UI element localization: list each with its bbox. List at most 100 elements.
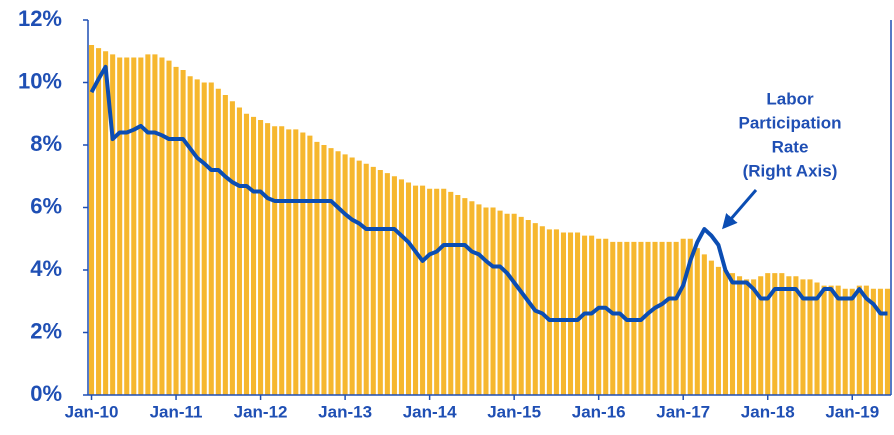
bar <box>117 57 123 395</box>
bar <box>420 185 426 395</box>
bar <box>680 238 686 395</box>
bar <box>673 241 679 395</box>
bar <box>497 210 503 395</box>
bar <box>842 288 848 395</box>
bar <box>328 148 334 395</box>
bar <box>744 279 750 395</box>
bar <box>272 126 278 395</box>
x-tick-label: Jan-15 <box>487 402 541 421</box>
bar <box>124 57 130 395</box>
bar <box>596 238 602 395</box>
bar <box>349 157 355 395</box>
bar <box>363 163 369 395</box>
bar <box>229 101 235 395</box>
bar <box>250 116 257 395</box>
bar <box>603 238 609 395</box>
bar <box>173 66 179 395</box>
bar <box>553 229 559 395</box>
annotation: Participation <box>739 113 842 132</box>
bar <box>694 248 700 395</box>
x-tick-label: Jan-18 <box>741 402 795 421</box>
annotation: Rate <box>772 137 809 156</box>
bar <box>786 276 792 395</box>
bar <box>187 76 193 395</box>
bar <box>166 60 172 395</box>
bar <box>814 282 820 395</box>
bar <box>441 188 447 395</box>
bar <box>807 279 813 395</box>
bar <box>490 207 496 395</box>
bar <box>398 179 404 395</box>
bar <box>356 160 362 395</box>
annotation: (Right Axis) <box>743 161 838 180</box>
bar <box>370 166 376 395</box>
bar <box>504 213 510 395</box>
x-tick-label: Jan-12 <box>234 402 288 421</box>
bar <box>293 129 299 395</box>
bar <box>145 54 151 395</box>
bar <box>208 82 214 395</box>
y-tick-label: 2% <box>30 318 62 343</box>
bar <box>772 273 778 395</box>
x-tick-label: Jan-11 <box>150 402 203 421</box>
x-tick-label: Jan-13 <box>318 402 372 421</box>
bar <box>384 173 390 395</box>
bar <box>258 120 264 395</box>
x-tick-label: Jan-16 <box>572 402 626 421</box>
bar <box>131 57 137 395</box>
bar <box>265 123 271 395</box>
bar <box>222 95 228 395</box>
bar <box>96 48 102 395</box>
bar <box>159 57 165 395</box>
bar <box>687 238 693 395</box>
bar <box>800 279 806 395</box>
bar <box>180 70 186 395</box>
bar <box>863 285 869 395</box>
bar <box>708 260 714 395</box>
bar <box>462 198 468 395</box>
bar <box>729 273 736 395</box>
bar <box>286 129 292 395</box>
y-tick-label: 0% <box>30 381 62 406</box>
bar <box>793 276 799 395</box>
bar <box>342 154 348 395</box>
bar <box>138 57 144 395</box>
lines <box>89 64 888 322</box>
bar <box>335 151 341 395</box>
bar <box>427 188 433 395</box>
bar <box>103 51 109 395</box>
bar <box>617 241 623 395</box>
y-tick-label: 12% <box>18 6 62 31</box>
bar <box>560 232 566 395</box>
x-tick-label: Jan-10 <box>65 402 119 421</box>
line <box>89 64 888 322</box>
x-tick-label: Jan-14 <box>403 402 457 421</box>
bar <box>884 288 891 395</box>
bar <box>413 185 419 395</box>
bar <box>110 54 116 395</box>
bar <box>469 201 475 395</box>
bars <box>88 45 891 395</box>
bar <box>88 45 95 395</box>
bar <box>666 241 672 395</box>
bar <box>321 145 327 395</box>
bar <box>856 285 862 395</box>
bar <box>765 273 771 395</box>
bar <box>518 216 524 395</box>
bar <box>201 82 207 395</box>
bar <box>525 220 531 395</box>
bar <box>448 191 454 395</box>
y-tick-label: 4% <box>30 256 62 281</box>
bar <box>307 135 313 395</box>
annotation-arrow <box>722 189 758 230</box>
bar <box>243 113 250 395</box>
bar <box>645 241 651 395</box>
y-tick-label: 10% <box>18 68 62 93</box>
bar <box>849 288 855 395</box>
bar <box>300 132 306 395</box>
bar <box>511 213 517 395</box>
bar <box>751 279 757 395</box>
bar <box>405 182 412 395</box>
bar <box>835 285 841 395</box>
